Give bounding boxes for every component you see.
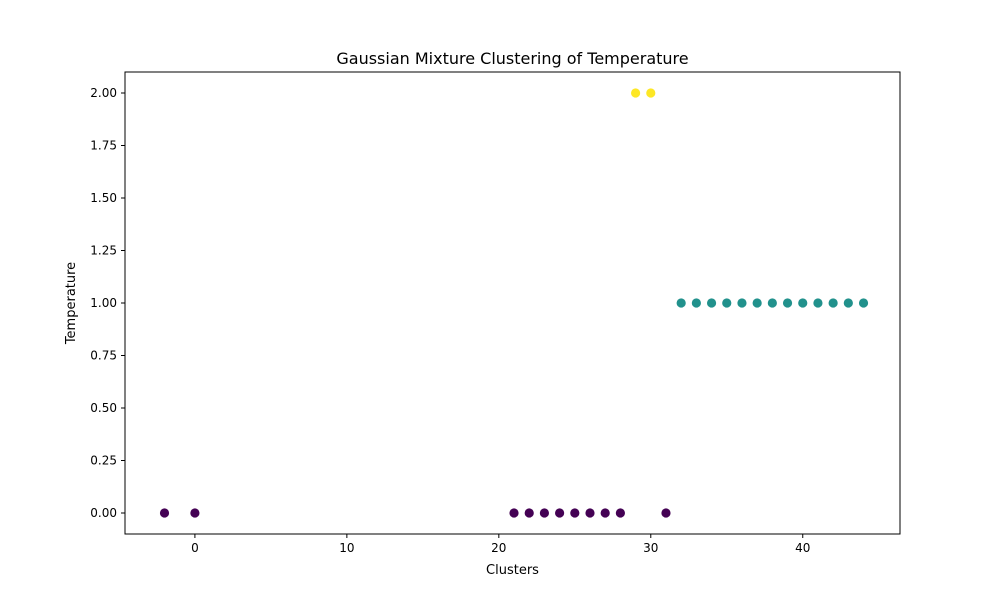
x-tick-label: 0 [191, 541, 199, 555]
data-point [570, 508, 580, 518]
data-point [813, 298, 823, 308]
y-tick-label: 1.50 [90, 191, 117, 205]
data-point [524, 508, 534, 518]
x-axis-label: Clusters [486, 563, 539, 578]
y-tick-label: 2.00 [90, 86, 117, 100]
data-point [676, 298, 686, 308]
data-point [752, 298, 762, 308]
x-tick-label: 10 [339, 541, 354, 555]
y-tick-label: 0.00 [90, 506, 117, 520]
x-axis-ticks: 0 10 20 30 40 [191, 534, 810, 555]
y-tick-label: 0.75 [90, 349, 117, 363]
data-point [858, 298, 869, 308]
data-point [539, 508, 550, 518]
data-point [646, 88, 656, 98]
y-tick-label: 1.25 [90, 244, 117, 258]
y-tick-label: 1.75 [90, 139, 117, 153]
y-tick-label: 0.25 [90, 454, 117, 468]
data-point [843, 298, 853, 308]
x-tick-label: 20 [491, 541, 506, 555]
data-point [585, 508, 595, 518]
data-point [615, 508, 625, 518]
data-point [630, 88, 641, 98]
data-point [722, 298, 732, 308]
y-axis-label: Temperature [64, 262, 79, 345]
data-point [828, 298, 838, 308]
y-tick-label: 1.00 [90, 296, 117, 310]
data-point [706, 298, 717, 308]
x-tick-label: 30 [643, 541, 658, 555]
data-point [661, 508, 671, 518]
data-point [691, 298, 701, 308]
data-point [737, 298, 747, 308]
y-tick-label: 0.50 [90, 401, 117, 415]
x-tick-label: 40 [795, 541, 810, 555]
data-point [767, 298, 777, 308]
data-point [159, 508, 170, 518]
data-point [798, 298, 808, 308]
data-point [190, 508, 200, 518]
data-point [555, 508, 565, 518]
data-point [600, 508, 610, 518]
data-point [509, 508, 519, 518]
y-axis-ticks: 0.00 0.25 0.50 0.75 1.00 1.25 1.50 1.75 2.00 [90, 86, 125, 520]
data-points [159, 88, 869, 518]
data-point [782, 298, 793, 308]
chart-title: Gaussian Mixture Clustering of Temperatu… [336, 49, 688, 68]
